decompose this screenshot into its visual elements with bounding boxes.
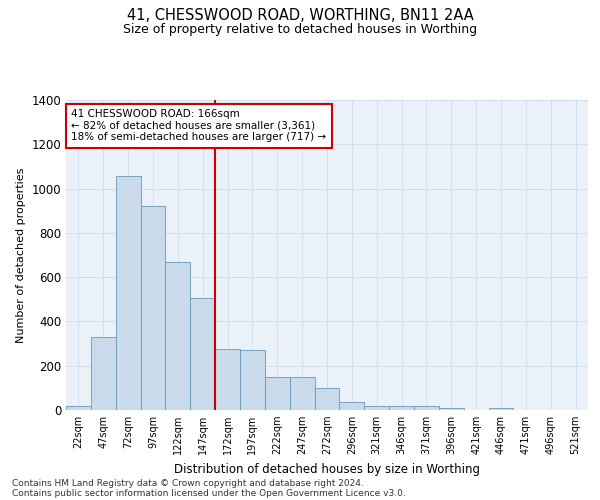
Bar (166, 262, 190, 410)
Text: 41, CHESSWOOD ROAD, WORTHING, BN11 2AA: 41, CHESSWOOD ROAD, WORTHING, BN11 2AA (127, 8, 473, 22)
Bar (364, 406, 389, 410)
Bar (439, 408, 464, 410)
Bar (389, 406, 414, 410)
Text: Size of property relative to detached houses in Worthing: Size of property relative to detached ho… (123, 22, 477, 36)
Text: 41 CHESSWOOD ROAD: 166sqm
← 82% of detached houses are smaller (3,361)
18% of se: 41 CHESSWOOD ROAD: 166sqm ← 82% of detac… (71, 110, 326, 142)
Bar (91, 337, 116, 410)
Bar (340, 402, 364, 410)
Text: Contains HM Land Registry data © Crown copyright and database right 2024.: Contains HM Land Registry data © Crown c… (12, 478, 364, 488)
Bar (116, 176, 140, 410)
Y-axis label: Number of detached properties: Number of detached properties (16, 168, 26, 342)
Bar (240, 350, 265, 410)
Text: Contains public sector information licensed under the Open Government Licence v3: Contains public sector information licen… (12, 488, 406, 498)
Bar (215, 349, 240, 410)
Bar (414, 406, 439, 410)
X-axis label: Distribution of detached houses by size in Worthing: Distribution of detached houses by size … (174, 462, 480, 475)
Bar (314, 388, 340, 410)
Bar (265, 377, 290, 410)
Bar (290, 377, 314, 410)
Bar (66, 406, 91, 410)
Bar (140, 206, 166, 410)
Bar (488, 408, 514, 410)
Bar (190, 298, 215, 410)
